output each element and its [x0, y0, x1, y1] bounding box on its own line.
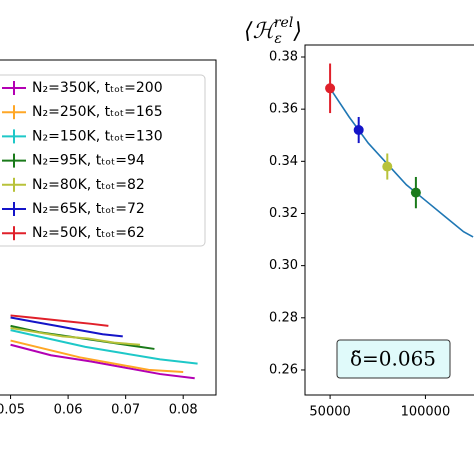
series-line: [10, 339, 184, 373]
data-point: [410, 187, 421, 198]
annotation: δ̃=0.065: [350, 347, 436, 371]
plot-frame: [0, 59, 217, 396]
series-line: [10, 316, 123, 338]
legend-box: [0, 74, 206, 247]
legend-label: N₂=95K, tₜₒₜ=94: [32, 153, 145, 169]
y-axis-label-part: ε: [274, 31, 282, 47]
legend: N₂=350K, tₜₒₜ=200 N₂=250K, tₜₒₜ=165 N₂=150…: [0, 74, 206, 247]
x-tick-label: 50000: [309, 405, 350, 420]
data-point: [382, 161, 393, 172]
y-tick-label: 0.34: [269, 154, 298, 169]
legend-label: N₂=250K, tₜₒₜ=165: [32, 104, 163, 120]
legend-label: N₂=350K, tₜₒₜ=200: [32, 80, 163, 96]
legend-label: N₂=150K, tₜₒₜ=130: [32, 128, 163, 144]
y-tick-label: 0.32: [269, 206, 298, 221]
series-line: [10, 314, 109, 327]
legend-label: N₂=65K, tₜₒₜ=72: [32, 201, 145, 217]
y-tick-label: 0.28: [269, 310, 298, 325]
annotation-box: [336, 339, 451, 379]
y-tick-label: 0.38: [269, 49, 298, 64]
y-tick-label: 0.30: [269, 258, 298, 273]
y-axis-label-part: rel: [274, 15, 293, 31]
series-line: [10, 329, 198, 365]
x-tick-label: 100000: [401, 405, 451, 420]
x-tick-label: 0.05: [0, 403, 25, 418]
x-tick-label: 0.08: [169, 403, 198, 418]
x-tick-label: 0.07: [111, 403, 140, 418]
fit-curve: [329, 87, 474, 238]
y-axis-label: ⟨ℋεrel⟩: [244, 15, 302, 47]
y-axis-label-part: ⟨: [244, 19, 253, 44]
series-line: [10, 343, 195, 380]
legend-label: N₂=80K, tₜₒₜ=82: [32, 177, 145, 193]
data-point: [353, 125, 364, 136]
x-tick-label: 0.06: [54, 403, 83, 418]
legend-label: N₂=50K, tₜₒₜ=62: [32, 225, 145, 241]
y-axis-label-part: ℋ: [253, 19, 278, 44]
y-tick-label: 0.26: [269, 362, 298, 377]
y-axis-label-part: ⟩: [292, 19, 302, 44]
y-tick-label: 0.36: [269, 102, 298, 117]
data-point: [325, 83, 336, 94]
series-line: [10, 327, 141, 346]
plot-frame: [304, 44, 474, 396]
